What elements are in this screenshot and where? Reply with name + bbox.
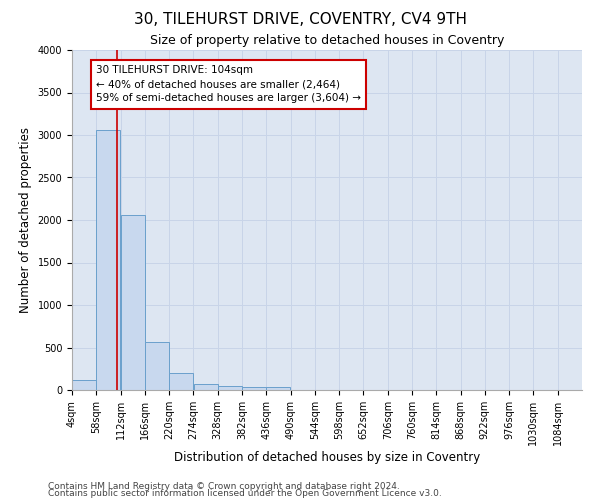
Text: Contains public sector information licensed under the Open Government Licence v3: Contains public sector information licen…: [48, 489, 442, 498]
Bar: [121, 215, 145, 390]
Title: Size of property relative to detached houses in Coventry: Size of property relative to detached ho…: [150, 34, 504, 48]
Bar: [266, 387, 290, 390]
X-axis label: Distribution of detached houses by size in Coventry: Distribution of detached houses by size …: [174, 450, 480, 464]
Text: 30, TILEHURST DRIVE, COVENTRY, CV4 9TH: 30, TILEHURST DRIVE, COVENTRY, CV4 9TH: [133, 12, 467, 28]
Text: Contains HM Land Registry data © Crown copyright and database right 2024.: Contains HM Land Registry data © Crown c…: [48, 482, 400, 491]
Bar: [242, 386, 266, 390]
Bar: [169, 374, 193, 390]
Bar: [194, 384, 218, 390]
Bar: [97, 130, 121, 390]
Bar: [218, 386, 242, 390]
Bar: [145, 342, 169, 390]
Y-axis label: Number of detached properties: Number of detached properties: [19, 127, 32, 313]
Bar: [72, 380, 96, 390]
Text: 30 TILEHURST DRIVE: 104sqm
← 40% of detached houses are smaller (2,464)
59% of s: 30 TILEHURST DRIVE: 104sqm ← 40% of deta…: [96, 66, 361, 104]
